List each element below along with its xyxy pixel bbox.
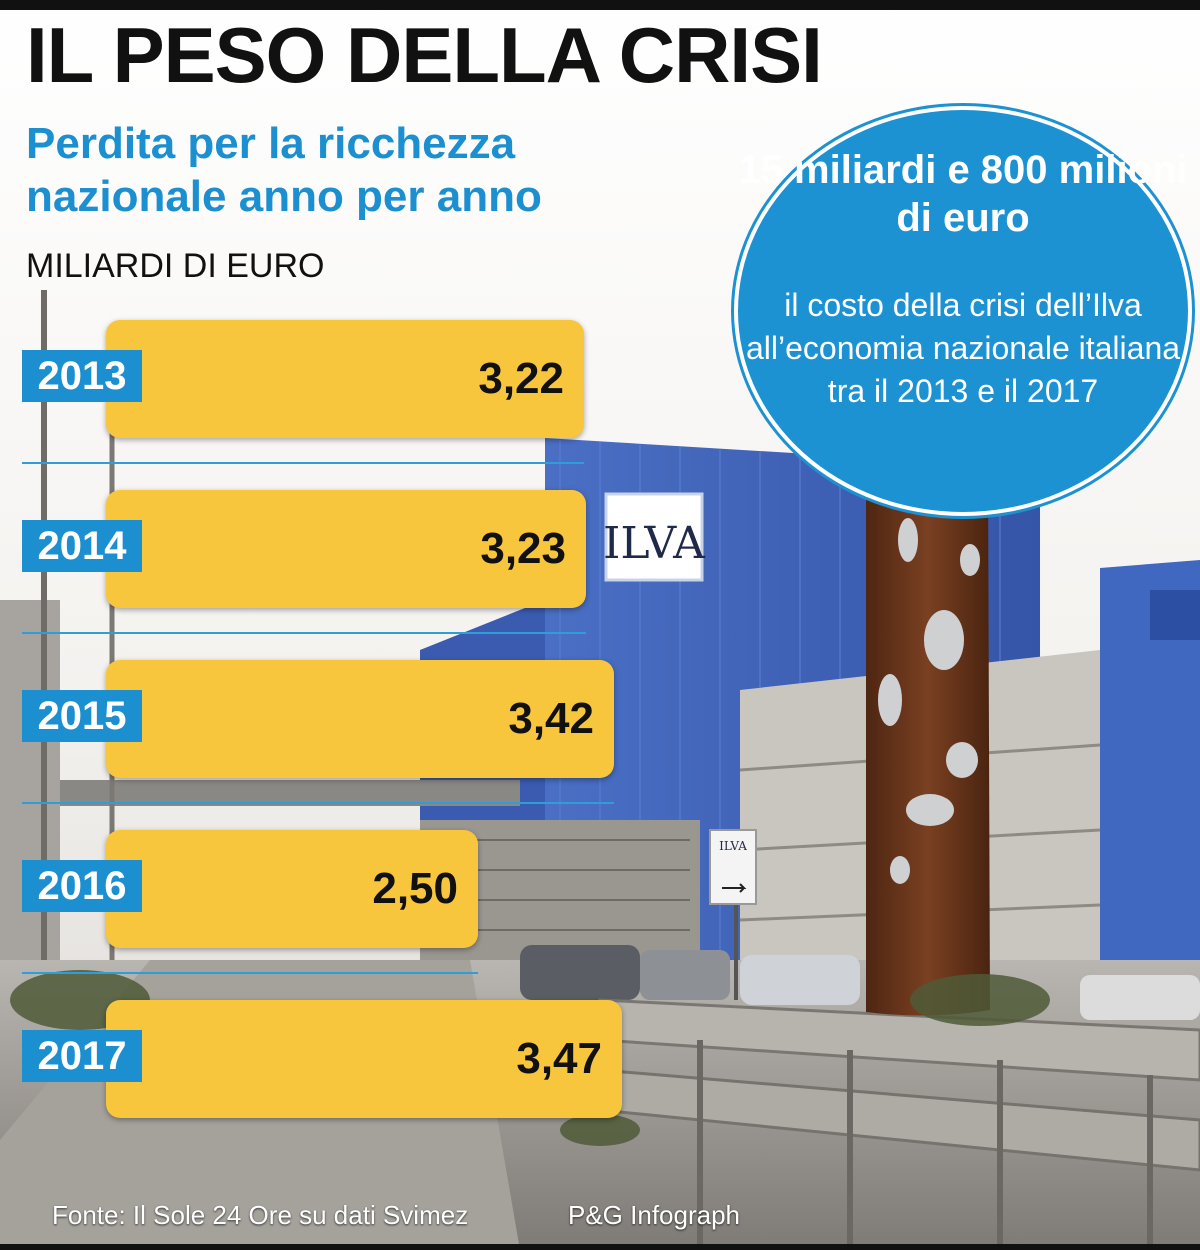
year-label-2017: 2017 bbox=[22, 1030, 142, 1082]
total-cost-callout: 15 miliardi e 800 milioni di euro il cos… bbox=[734, 106, 1192, 516]
bar-value-label: 3,42 bbox=[508, 694, 594, 743]
year-label-2014: 2014 bbox=[22, 520, 142, 572]
svg-text:ILVA: ILVA bbox=[719, 839, 747, 853]
chart-subtitle: Perdita per la ricchezza nazionale anno … bbox=[26, 119, 542, 221]
bar-value-label: 3,23 bbox=[480, 524, 566, 573]
row-separator bbox=[22, 972, 478, 974]
road-sign: ILVA bbox=[709, 829, 757, 1000]
unit-label: MILIARDI DI EURO bbox=[26, 247, 325, 285]
rust-sculpture bbox=[866, 457, 990, 1016]
bar-value-label: 3,22 bbox=[478, 354, 564, 403]
row-separator bbox=[22, 802, 614, 804]
page-title: IL PESO DELLA CRISI bbox=[26, 11, 823, 99]
credit-note: P&G Infograph bbox=[568, 1200, 740, 1230]
bar-2015: 3,42 bbox=[106, 660, 614, 778]
bar-2016: 2,50 bbox=[106, 830, 478, 948]
bottom-rule bbox=[0, 1244, 1200, 1250]
bar-value-label: 3,47 bbox=[516, 1034, 602, 1083]
total-cost-headline: 15 miliardi e 800 milioni di euro bbox=[738, 148, 1188, 240]
bar-2017: 3,47 bbox=[106, 1000, 622, 1118]
ilva-sign: ILVA bbox=[603, 518, 706, 569]
bar-2013: 3,22 bbox=[106, 320, 584, 438]
row-separator bbox=[22, 632, 586, 634]
total-cost-description: il costo della crisi dell’Ilva all’econo… bbox=[745, 287, 1181, 410]
bar-value-label: 2,50 bbox=[372, 864, 458, 913]
parked-cars bbox=[520, 945, 1200, 1020]
top-rule bbox=[0, 0, 1200, 10]
right-building bbox=[1100, 560, 1200, 1000]
bar-2014: 3,23 bbox=[106, 490, 586, 608]
year-label-2016: 2016 bbox=[22, 860, 142, 912]
year-label-2013: 2013 bbox=[22, 350, 142, 402]
source-note: Fonte: Il Sole 24 Ore su dati Svimez bbox=[52, 1200, 469, 1230]
year-label-2015: 2015 bbox=[22, 690, 142, 742]
row-separator bbox=[22, 462, 584, 464]
